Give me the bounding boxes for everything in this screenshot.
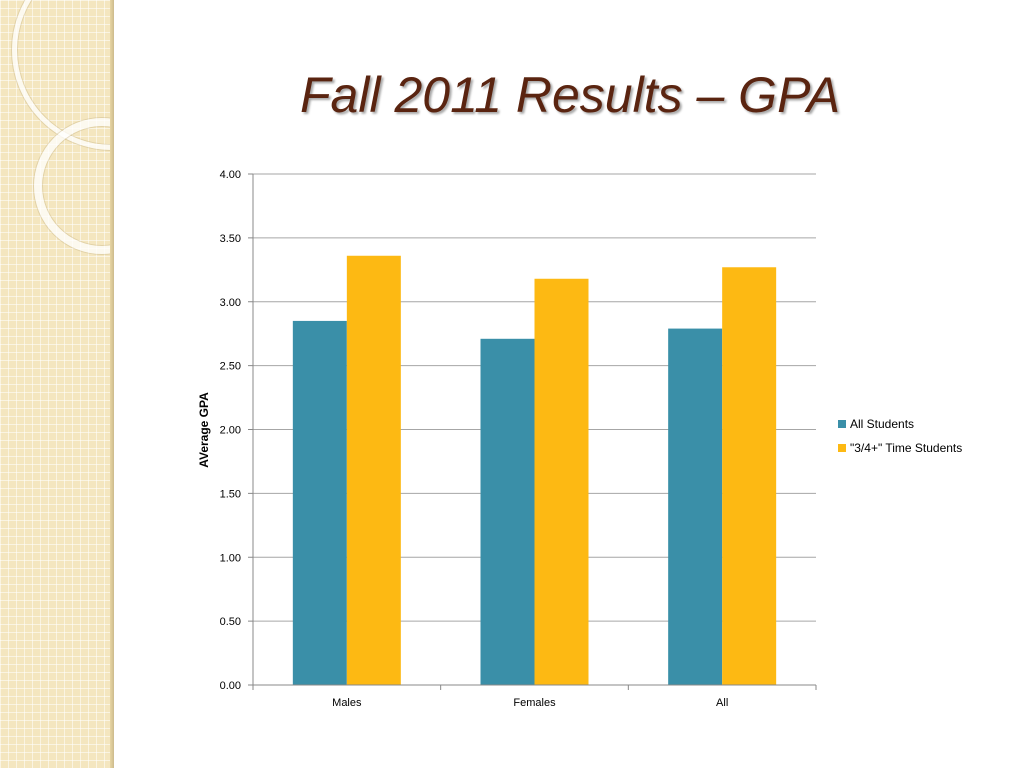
- y-tick-label: 1.00: [220, 552, 241, 564]
- bar: [722, 267, 777, 685]
- y-tick-label: 0.00: [220, 680, 241, 692]
- legend: All Students "3/4+" Time Students: [838, 417, 962, 455]
- decorative-side-band: [0, 0, 114, 768]
- bars: [292, 255, 777, 685]
- y-tick-label: 3.50: [220, 233, 241, 245]
- y-axis-title: AVerage GPA: [197, 392, 211, 468]
- bar: [292, 320, 347, 685]
- axes: [252, 174, 816, 686]
- side-band-edge: [110, 0, 114, 768]
- y-tick-label: 3.00: [220, 297, 241, 309]
- x-tick-label: Females: [513, 697, 556, 709]
- bar: [534, 278, 589, 685]
- y-tick-label: 2.50: [220, 361, 241, 373]
- bar: [480, 338, 535, 685]
- y-tick-label: 0.50: [220, 616, 241, 628]
- bar: [346, 255, 401, 685]
- y-tick-label: 1.50: [220, 488, 241, 500]
- y-axis-ticks: 0.00 0.50 1.00 1.50 2.00 2.50 3.00 3.50 4.00: [220, 169, 253, 692]
- x-tick-label: Males: [332, 697, 362, 709]
- legend-swatch: [838, 444, 846, 452]
- y-tick-label: 4.00: [220, 169, 241, 181]
- legend-swatch: [838, 420, 846, 428]
- x-tick-label: All: [716, 697, 728, 709]
- slide-title: Fall 2011 Results – GPA: [300, 67, 841, 123]
- bar: [668, 328, 723, 685]
- legend-label: "3/4+" Time Students: [850, 441, 962, 455]
- x-axis-ticks: Males Females All: [252, 685, 817, 709]
- y-tick-label: 2.00: [220, 425, 241, 437]
- legend-label: All Students: [850, 417, 914, 431]
